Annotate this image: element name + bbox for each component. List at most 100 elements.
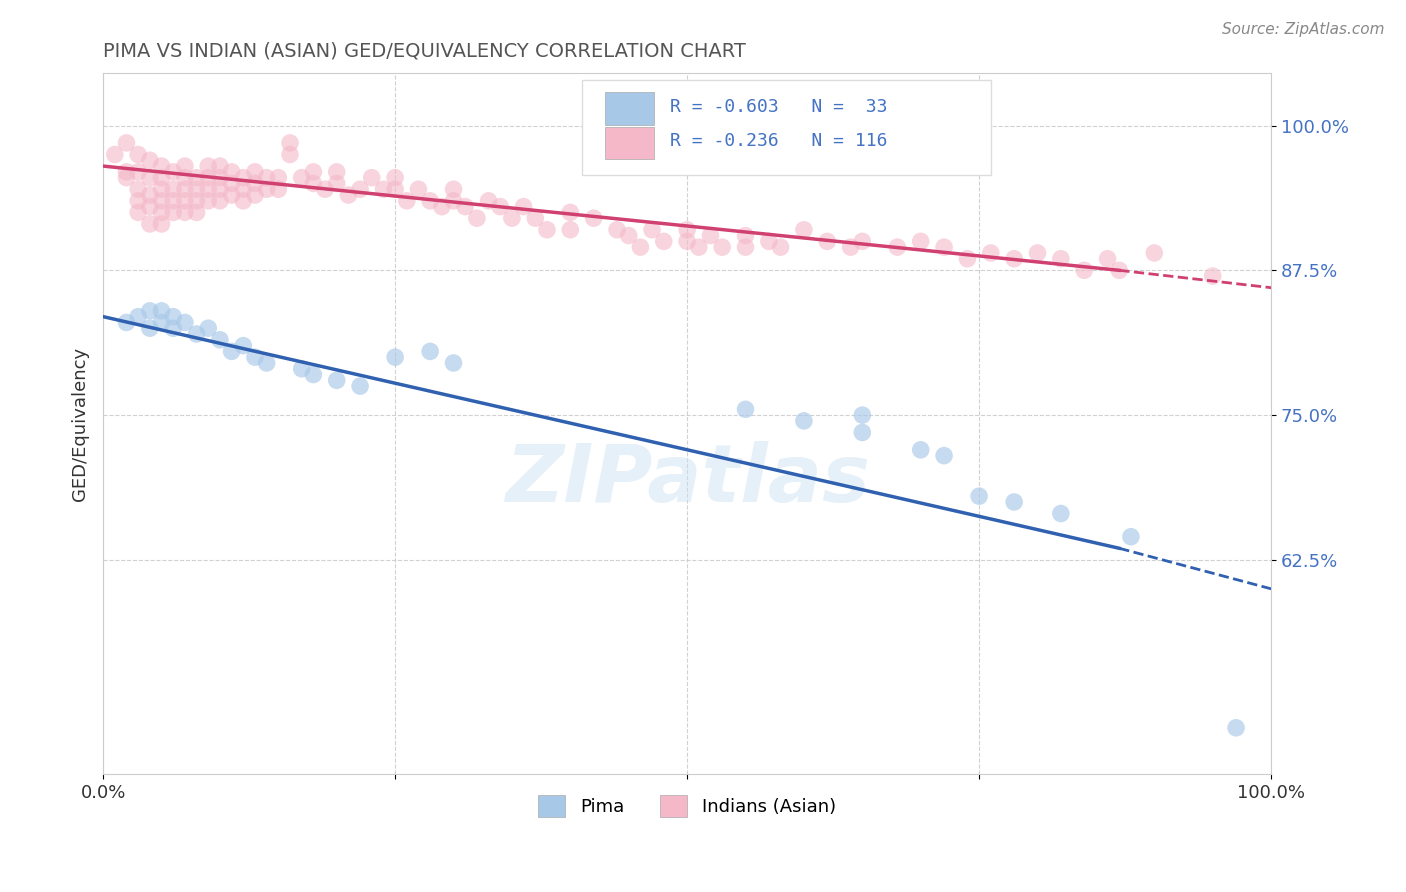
Point — [1202, 269, 1225, 284]
Point — [560, 223, 582, 237]
Point — [419, 344, 441, 359]
Point — [628, 240, 651, 254]
Point — [769, 240, 792, 254]
Point — [232, 338, 254, 352]
Point — [186, 205, 208, 219]
Point — [186, 170, 208, 185]
Point — [430, 200, 453, 214]
Point — [208, 194, 231, 208]
Point — [150, 182, 173, 196]
Point — [384, 350, 406, 364]
Point — [243, 165, 266, 179]
Point — [173, 182, 195, 196]
Point — [419, 194, 441, 208]
Point — [162, 194, 184, 208]
Point — [851, 425, 873, 440]
Point — [384, 182, 406, 196]
Point — [173, 315, 195, 329]
Point — [641, 223, 664, 237]
Point — [711, 240, 734, 254]
Point — [360, 170, 382, 185]
Point — [115, 170, 138, 185]
Point — [162, 205, 184, 219]
Point — [104, 147, 127, 161]
Point — [652, 235, 675, 249]
Point — [910, 442, 932, 457]
Point — [150, 159, 173, 173]
Point — [173, 170, 195, 185]
Point — [243, 177, 266, 191]
Legend: Pima, Indians (Asian): Pima, Indians (Asian) — [531, 789, 844, 825]
Point — [967, 489, 990, 503]
Point — [173, 205, 195, 219]
Point — [221, 165, 243, 179]
Point — [139, 153, 162, 168]
Point — [173, 194, 195, 208]
Point — [232, 194, 254, 208]
Point — [793, 414, 815, 428]
Point — [617, 228, 640, 243]
Point — [325, 165, 347, 179]
Point — [150, 194, 173, 208]
Point — [278, 147, 301, 161]
Point — [256, 182, 278, 196]
Point — [676, 223, 699, 237]
Point — [208, 182, 231, 196]
Point — [139, 217, 162, 231]
Point — [1143, 246, 1166, 260]
Point — [173, 159, 195, 173]
Point — [186, 326, 208, 341]
Point — [512, 200, 534, 214]
Point — [127, 194, 149, 208]
Point — [150, 205, 173, 219]
Point — [1002, 495, 1025, 509]
Point — [688, 240, 710, 254]
Point — [349, 379, 371, 393]
Point — [162, 182, 184, 196]
Point — [243, 188, 266, 202]
Point — [139, 188, 162, 202]
Point — [793, 223, 815, 237]
Point — [1050, 252, 1073, 266]
Point — [115, 315, 138, 329]
FancyBboxPatch shape — [606, 127, 654, 159]
FancyBboxPatch shape — [582, 80, 991, 175]
Point — [267, 182, 290, 196]
Point — [302, 368, 325, 382]
Point — [349, 182, 371, 196]
Point — [186, 194, 208, 208]
Point — [560, 205, 582, 219]
FancyBboxPatch shape — [606, 93, 654, 125]
Point — [221, 344, 243, 359]
Point — [325, 177, 347, 191]
Point — [256, 356, 278, 370]
Point — [815, 235, 838, 249]
Point — [1050, 507, 1073, 521]
Point — [291, 170, 314, 185]
Point — [197, 159, 219, 173]
Point — [851, 408, 873, 422]
Point — [162, 310, 184, 324]
Point — [127, 310, 149, 324]
Point — [477, 194, 499, 208]
Point — [582, 211, 605, 226]
Point — [127, 165, 149, 179]
Point — [1108, 263, 1130, 277]
Point — [197, 194, 219, 208]
Point — [139, 321, 162, 335]
Point — [208, 333, 231, 347]
Point — [150, 170, 173, 185]
Point — [408, 182, 430, 196]
Point — [150, 315, 173, 329]
Point — [115, 136, 138, 150]
Point — [1026, 246, 1049, 260]
Point — [278, 136, 301, 150]
Point — [150, 303, 173, 318]
Point — [384, 170, 406, 185]
Point — [734, 240, 756, 254]
Point — [839, 240, 862, 254]
Point — [208, 159, 231, 173]
Point — [1097, 252, 1119, 266]
Point — [1225, 721, 1247, 735]
Point — [489, 200, 512, 214]
